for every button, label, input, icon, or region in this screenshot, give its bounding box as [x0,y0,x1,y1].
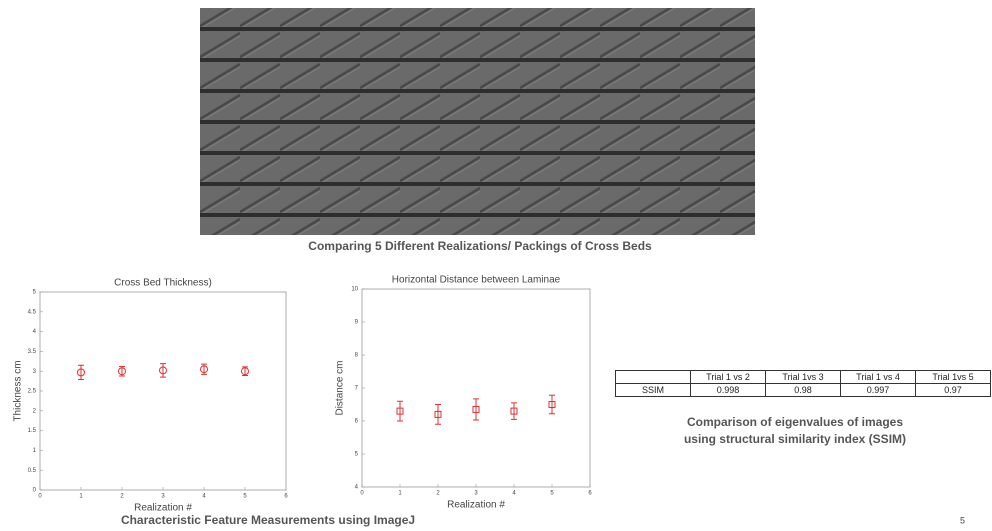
header-row: Trial 1 vs 2 Trial 1vs 3 Trial 1 vs 4 Tr… [615,370,991,384]
error-bar [473,398,479,421]
x-tick-label: 3 [161,494,165,500]
x-tick-label: 4 [202,494,206,500]
chart-title: Cross Bed Thickness) [114,278,212,289]
cell: 0.998 [690,383,766,397]
marker [77,368,85,377]
y-tick-label: 4.5 [28,309,37,315]
marker [472,405,480,413]
y-tick-label: 3.5 [28,349,37,355]
table-caption: Comparison of eigenvalues of images [687,415,903,429]
x-tick-label: 5 [243,494,247,500]
marker [200,365,208,374]
x-tick-label: 2 [436,491,440,497]
marker [241,367,249,376]
cell: 0.997 [840,383,916,397]
x-axis-label: Realization # [134,503,192,514]
y-tick-label: 0.5 [28,468,37,474]
cross-bed-image [200,8,755,235]
error-bar [435,404,441,425]
y-tick-label: 1 [33,448,37,454]
x-tick-label: 6 [284,494,288,500]
y-tick-label: 1.5 [28,428,37,434]
error-bar [549,394,555,415]
data-row: SSIM 0.998 0.98 0.997 0.97 [615,383,991,397]
error-bar [78,364,84,381]
column-header: Trial 1 vs 4 [840,370,916,384]
y-axis-label: Distance cm [335,360,346,415]
y-tick-label: 7 [355,386,359,392]
footer-caption: Characteristic Feature Measurements usin… [121,513,415,527]
column-header: Trial 1vs 3 [765,370,841,384]
y-tick-label: 3 [33,369,37,375]
corner-cell [615,370,691,384]
y-axis-label: Thickness cm [13,360,24,421]
x-tick-label: 2 [120,494,124,500]
marker [118,367,126,376]
plot-frame [361,288,591,488]
y-tick-label: 6 [355,419,359,425]
x-tick-label: 3 [474,491,478,497]
marker [159,366,167,375]
y-tick-label: 10 [351,287,358,293]
y-tick-label: 5 [33,290,37,296]
row-label: SSIM [615,383,691,397]
x-tick-label: 0 [360,491,364,497]
marker [548,401,556,408]
ssim-table: Trial 1 vs 2 Trial 1vs 3 Trial 1 vs 4 Tr… [615,370,991,397]
y-tick-label: 5 [355,452,359,458]
y-tick-label: 2.5 [28,389,37,395]
table-caption: using structural similarity index (SSIM) [684,432,906,446]
x-tick-label: 6 [588,491,592,497]
column-header: Trial 1 vs 2 [690,370,766,384]
x-axis-label: Realization # [447,500,505,511]
x-tick-label: 5 [550,491,554,497]
y-tick-label: 8 [355,353,359,359]
y-tick-label: 9 [355,320,359,326]
y-tick-label: 4 [33,329,37,335]
y-tick-label: 2 [33,408,37,414]
chart-title: Horizontal Distance between Laminae [392,275,561,286]
error-bar [397,400,403,422]
error-bar [242,366,248,377]
column-header: Trial 1vs 5 [915,370,991,384]
cell: 0.97 [915,383,991,397]
y-tick-label: 0 [33,488,37,494]
image-caption: Comparing 5 Different Realizations/ Pack… [308,239,652,253]
marker [510,407,518,415]
cell: 0.98 [765,383,841,397]
page-number: 5 [960,515,965,525]
error-bar [160,363,166,378]
error-bar [511,402,517,420]
x-tick-label: 1 [79,494,83,500]
marker [434,410,442,418]
plot-frame [39,291,287,491]
x-tick-label: 4 [512,491,516,497]
x-tick-label: 0 [38,494,42,500]
x-tick-label: 1 [398,491,402,497]
marker [396,407,404,415]
y-tick-label: 4 [355,485,359,491]
